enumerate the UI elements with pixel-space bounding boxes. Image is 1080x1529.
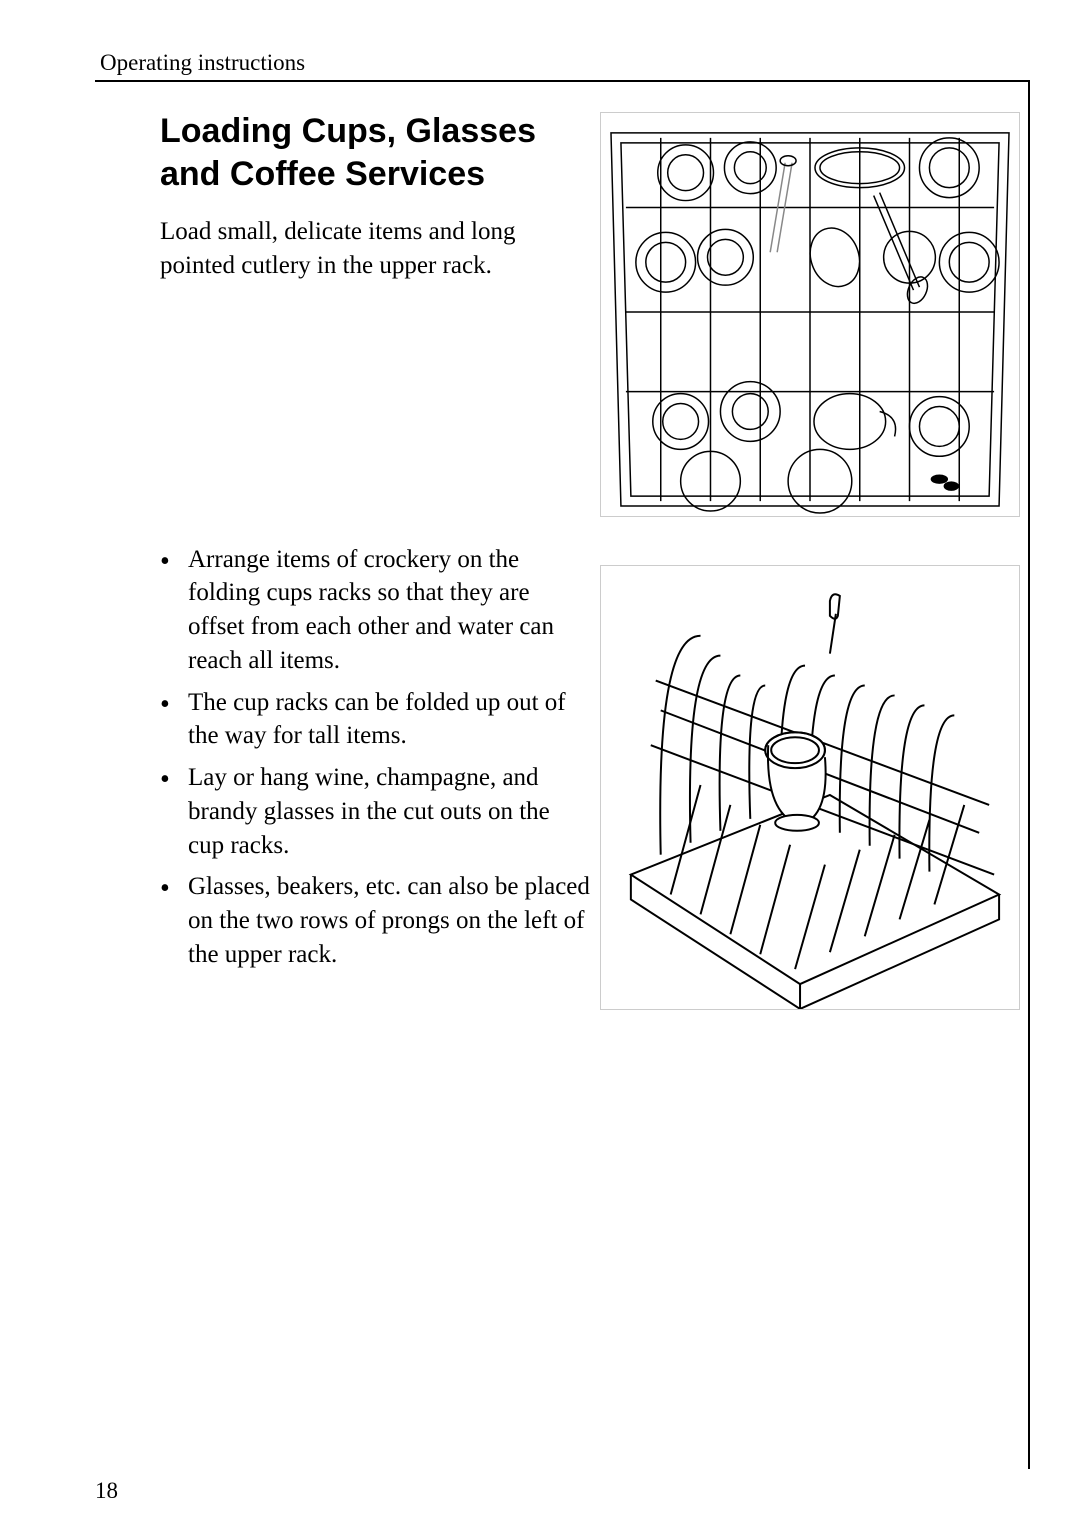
illustration-folding-rack [600,565,1020,1010]
page-number: 18 [95,1478,118,1504]
list-item: The cup racks can be folded up out of th… [160,686,590,754]
list-item: Lay or hang wine, champagne, and brandy … [160,761,590,862]
bullet-list: Arrange items of crockery on the folding… [160,543,590,972]
page-header-label: Operating instructions [100,50,305,76]
list-item: Arrange items of crockery on the folding… [160,543,590,678]
illustration-upper-rack [600,112,1020,517]
section-title: Loading Cups, Glasses and Coffee Service… [160,110,580,195]
list-item: Glasses, beakers, etc. can also be place… [160,870,590,971]
section-intro: Load small, delicate items and long poin… [160,215,580,283]
